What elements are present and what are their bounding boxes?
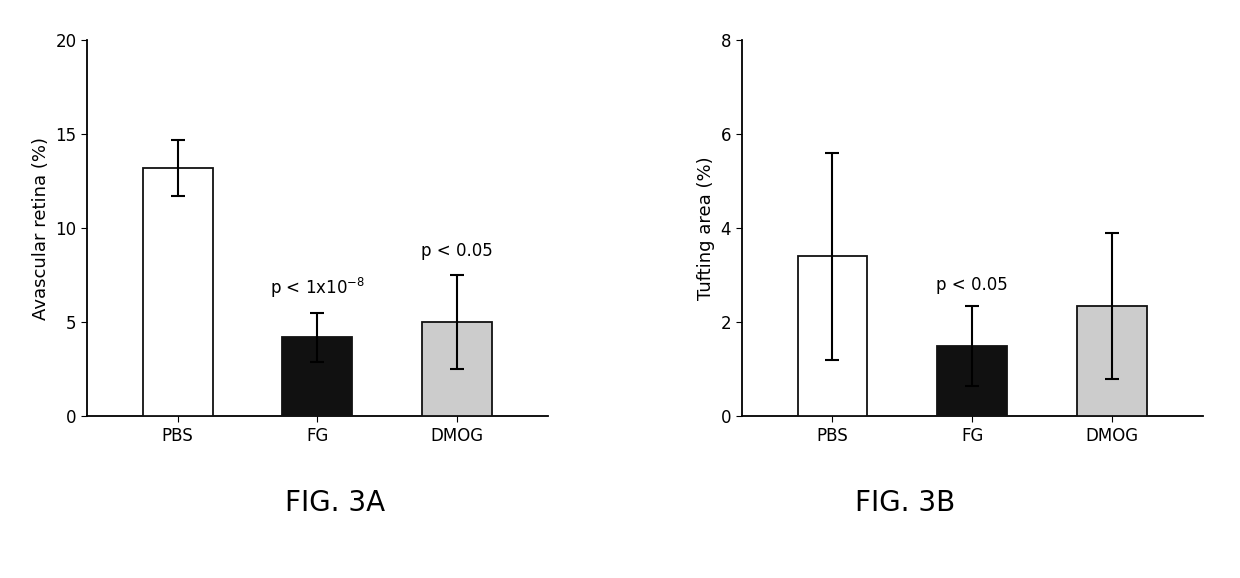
Bar <box>937 346 1007 416</box>
Bar <box>422 322 492 416</box>
Y-axis label: Avascular retina (%): Avascular retina (%) <box>32 137 50 320</box>
Bar <box>1078 306 1147 416</box>
Text: p < 1x10$^{-8}$: p < 1x10$^{-8}$ <box>270 276 365 299</box>
Text: FIG. 3B: FIG. 3B <box>856 489 955 517</box>
Text: p < 0.05: p < 0.05 <box>936 276 1008 294</box>
Text: FIG. 3A: FIG. 3A <box>285 489 384 517</box>
Bar <box>797 257 868 416</box>
Y-axis label: Tufting area (%): Tufting area (%) <box>697 157 715 300</box>
Bar <box>143 168 212 416</box>
Text: p < 0.05: p < 0.05 <box>422 242 494 260</box>
Bar <box>283 337 352 416</box>
